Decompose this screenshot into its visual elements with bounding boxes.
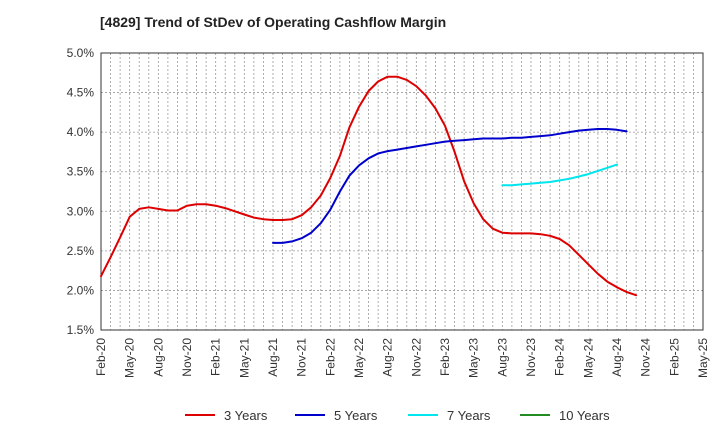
x-tick-label: Aug-23 [495,338,509,377]
series-line-5-years [272,128,628,244]
y-tick-label: 2.5% [67,244,95,258]
x-tick-label: May-22 [352,338,366,378]
x-tick-label: May-21 [237,338,251,378]
legend: 3 Years 5 Years 7 Years 10 Years [185,408,610,423]
x-tick-label: Feb-20 [94,338,108,376]
x-tick-label: Nov-24 [639,338,653,377]
x-tick-label: Feb-21 [209,338,223,376]
y-tick-label: 5.0% [67,46,95,60]
x-tick-label: May-25 [696,338,710,378]
y-tick-label: 2.0% [67,283,95,297]
y-tick-label: 3.0% [67,204,95,218]
y-tick-label: 4.0% [67,125,95,139]
y-tick-label: 3.5% [67,165,95,179]
x-tick-label: Feb-25 [667,338,681,376]
x-tick-label: May-20 [123,338,137,378]
x-axis-ticks: Feb-20 May-20 Aug-20 Nov-20 Feb-21 May-21 Aug-… [94,338,710,378]
legend-label: 10 Years [559,408,610,423]
plot-frame [100,52,704,331]
grid-layer [101,53,703,330]
series-line-7-years [501,163,618,187]
x-tick-label: Nov-23 [524,338,538,377]
y-axis-ticks: 1.5% 2.0% 2.5% 3.0% 3.5% 4.0% 4.5% 5.0% [67,46,95,337]
x-tick-label: Feb-23 [438,338,452,376]
x-tick-label: May-23 [467,338,481,378]
chart-title: [4829] Trend of StDev of Operating Cashf… [100,14,447,30]
legend-label: 3 Years [224,408,268,423]
x-tick-label: Nov-21 [295,338,309,377]
x-tick-label: Aug-22 [381,338,395,377]
x-tick-label: Aug-21 [266,338,280,377]
legend-label: 5 Years [334,408,378,423]
x-tick-label: Feb-22 [323,338,337,376]
y-tick-label: 1.5% [67,323,95,337]
x-tick-label: Feb-24 [553,338,567,376]
x-tick-label: Nov-22 [409,338,423,377]
x-tick-label: Aug-20 [151,338,165,377]
series-layer [100,75,638,297]
x-tick-label: Nov-20 [180,338,194,377]
legend-label: 7 Years [447,408,491,423]
x-tick-label: May-24 [581,338,595,378]
y-tick-label: 4.5% [67,86,95,100]
x-tick-label: Aug-24 [610,338,624,377]
series-line-3-years [100,75,638,297]
